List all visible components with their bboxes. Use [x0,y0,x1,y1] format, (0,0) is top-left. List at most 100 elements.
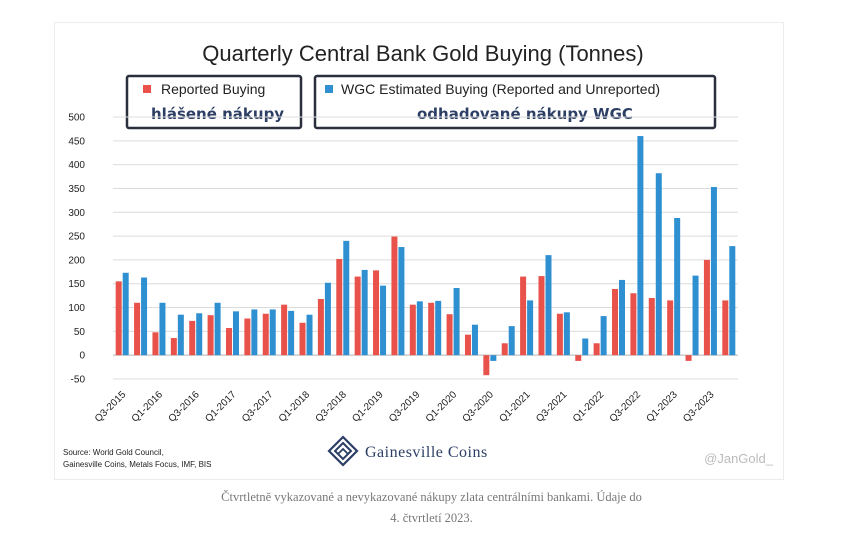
bar-reported [446,314,453,356]
x-tick-label: Q1-2017 [203,389,239,425]
bar-reported [575,355,582,361]
bar-wgc [637,136,644,356]
bar-reported [299,322,306,356]
bar-wgc [232,311,239,356]
source-line-2: Gainesville Coins, Metals Focus, IMF, BI… [63,460,212,469]
bar-reported [685,355,692,361]
bar-wgc [380,285,387,356]
bar-reported [556,313,563,356]
y-tick-label: 150 [68,279,85,290]
bar-wgc [508,326,515,356]
legend-marker-reported [143,85,151,93]
x-tick-label: Q3-2015 [93,389,129,425]
bar-reported [354,276,361,356]
y-tick-label: 50 [74,327,86,338]
bar-wgc [416,301,423,356]
bar-reported [189,320,196,356]
bar-wgc [453,288,460,356]
bar-wgc [674,217,681,356]
bar-reported [207,315,214,356]
x-tick-label: Q3-2020 [461,389,497,425]
bar-wgc [729,246,736,356]
chart-title: Quarterly Central Bank Gold Buying (Tonn… [202,41,643,66]
x-tick-label: Q3-2021 [534,389,570,425]
bar-reported [317,298,324,356]
bar-reported [501,343,508,356]
x-tick-label: Q1-2023 [644,389,680,425]
x-tick-label: Q3-2016 [167,389,203,425]
bar-wgc [471,324,478,356]
legend-box-reported [125,74,303,130]
bar-reported [244,318,251,356]
y-tick-label: 250 [68,232,85,243]
legend-label-wgc: WGC Estimated Buying (Reported and Unrep… [341,81,660,97]
bar-wgc [122,272,129,356]
bar-reported [428,302,435,356]
bar-reported [115,281,122,356]
y-tick-label: 500 [68,113,85,124]
y-tick-label: 200 [68,255,85,266]
bar-reported [409,304,416,356]
y-tick-label: 300 [68,208,85,219]
bar-wgc [655,173,662,356]
watermark: @JanGold_ [704,451,774,466]
x-tick-label: Q1-2022 [571,389,607,425]
bar-reported [703,259,710,356]
bar-reported [262,313,269,356]
bar-wgc [398,247,405,356]
legend-label-reported: Reported Buying [161,81,265,97]
bar-wgc [710,187,717,356]
y-tick-label: 350 [68,184,85,195]
bar-reported [630,293,637,356]
bar-reported [520,276,527,356]
x-tick-label: Q3-2023 [681,389,717,425]
legend-cz-wgc: odhadované nákupy WGC [417,105,633,123]
bar-wgc [324,282,331,356]
caption-line-2: 4. čtvrtletí 2023. [390,511,473,525]
bar-wgc [288,310,295,356]
gridlines [113,116,738,380]
bars [115,136,736,376]
bar-wgc [692,275,699,356]
bar-reported [667,300,674,356]
x-tick-label: Q3-2018 [314,389,350,425]
x-tick-label: Q3-2017 [240,389,276,425]
y-axis-ticks: -50 0 50 100 150 200 250 300 350 400 450 500 [68,113,85,386]
x-axis-ticks: Q3-2015 Q1-2016 Q3-2016 Q1-2017 Q3-2017 Q1-20… [93,389,717,425]
bar-wgc [159,302,166,356]
bar-wgc [214,302,221,356]
bar-reported [538,276,545,356]
bar-wgc [196,313,203,356]
source-line-1: Source: World Gold Council, [63,448,164,457]
caption: Čtvrtletně vykazované a nevykazované nák… [0,487,863,529]
bar-reported [722,300,729,356]
y-tick-label: -50 [71,375,86,386]
bar-wgc [251,309,258,356]
y-tick-label: 0 [79,351,85,362]
x-tick-label: Q1-2020 [424,389,460,425]
bar-reported [648,298,655,356]
bar-reported [336,258,343,356]
x-tick-label: Q3-2019 [387,389,423,425]
bar-wgc [582,338,589,356]
y-tick-label: 400 [68,160,85,171]
bar-wgc [177,314,184,356]
bar-reported [612,288,619,356]
gainesville-logo-icon [327,435,359,467]
bar-reported [225,328,232,356]
y-tick-label: 450 [68,136,85,147]
bar-wgc [545,255,552,356]
bar-wgc [563,312,570,356]
caption-line-1: Čtvrtletně vykazované a nevykazované nák… [221,490,642,504]
bar-wgc [527,300,534,356]
y-tick-label: 100 [68,303,85,314]
legend-box-wgc [313,74,717,130]
bar-reported [483,355,490,376]
x-tick-label: Q3-2022 [608,389,644,425]
bar-reported [152,332,159,356]
bar-reported [464,334,471,356]
bar-wgc [141,277,148,356]
legend-marker-wgc [325,85,333,93]
bar-reported [134,302,141,356]
bar-reported [170,338,177,356]
